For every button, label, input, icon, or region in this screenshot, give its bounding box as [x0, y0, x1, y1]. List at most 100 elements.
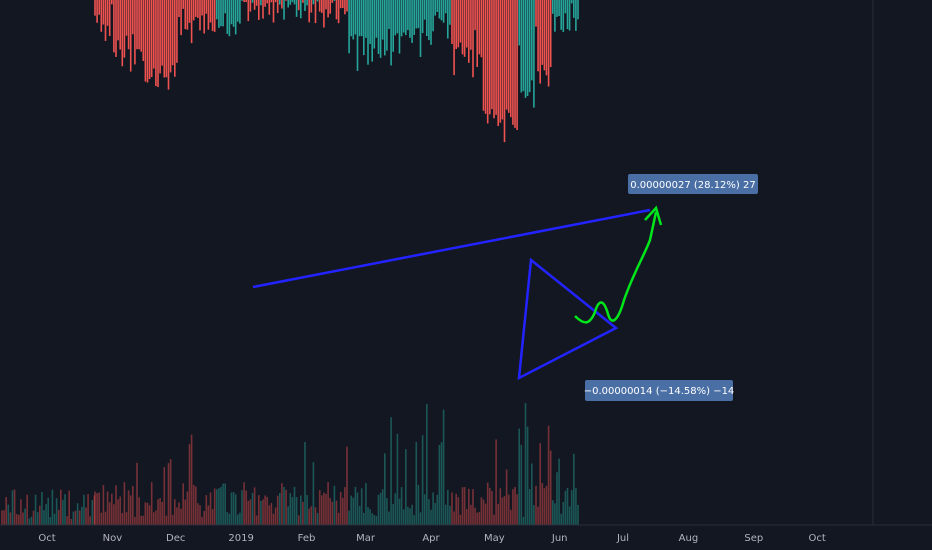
candle-body — [379, 0, 382, 58]
volume-bar — [556, 472, 558, 525]
volume-bar — [134, 516, 136, 525]
volume-bar — [518, 428, 520, 525]
candle-body — [533, 0, 535, 108]
volume-bar — [482, 499, 485, 525]
volume-bar — [489, 487, 491, 525]
candle-body — [111, 0, 113, 5]
volume-bar — [545, 485, 548, 525]
volume-bar — [30, 516, 33, 525]
candle-body — [142, 0, 145, 61]
volume-bar — [514, 486, 516, 525]
volume-bar — [564, 490, 567, 525]
candle-body — [190, 0, 193, 44]
candle-body — [155, 0, 157, 87]
candle-body — [302, 0, 304, 3]
candle-body — [192, 0, 195, 21]
candle-body — [287, 0, 289, 8]
volume-bar — [428, 499, 430, 525]
rising-trendline[interactable] — [252, 208, 651, 289]
volume-bar — [213, 488, 216, 525]
symmetrical-triangle[interactable] — [517, 257, 619, 381]
volume-bar — [13, 489, 16, 525]
volume-bar — [367, 507, 369, 525]
volume-bar — [560, 513, 562, 525]
volume-bar — [289, 493, 292, 525]
candle-body — [310, 0, 313, 13]
candle-body — [552, 0, 554, 14]
volume-bar — [388, 511, 390, 525]
candle-body — [375, 0, 378, 38]
candle-body — [371, 0, 373, 62]
volume-bar — [463, 487, 466, 525]
volume-bar — [18, 514, 20, 525]
volume-bar — [505, 469, 508, 525]
time-axis[interactable]: Oct Nov Dec 2019 Feb Mar Apr May Jun Jul Aug Sep Oct — [38, 533, 825, 544]
candle-body — [314, 0, 317, 24]
candle-body — [342, 0, 344, 8]
volume-bar — [287, 506, 289, 525]
volume-bar — [415, 441, 418, 525]
volume-bar — [132, 486, 134, 525]
candle-body — [388, 0, 390, 29]
candle-body — [209, 0, 212, 23]
candle-body — [453, 0, 455, 76]
volume-bar — [312, 462, 315, 525]
volume-bar — [306, 495, 308, 525]
volume-bar — [285, 489, 287, 525]
candle-body — [129, 0, 132, 72]
projection-path[interactable] — [574, 211, 658, 324]
volume-bar — [549, 450, 552, 525]
volume-bar — [379, 492, 382, 525]
candle-body — [514, 0, 516, 128]
volume-bar — [9, 512, 12, 525]
candle-body — [526, 0, 529, 97]
candle-body — [434, 0, 436, 16]
volume-bar — [81, 506, 83, 525]
candle-body — [165, 0, 168, 78]
candle-body — [325, 0, 327, 10]
volume-bar — [398, 498, 401, 525]
candle-body — [392, 0, 394, 52]
candle-body — [291, 0, 294, 3]
candle-body — [94, 0, 96, 16]
volume-bar — [522, 516, 525, 525]
volume-bar — [195, 486, 197, 525]
candle-body — [243, 0, 245, 3]
volume-bar — [510, 509, 512, 525]
candle-body — [419, 0, 422, 57]
volume-bar — [180, 508, 182, 525]
candle-body — [463, 0, 466, 57]
candle-body — [169, 0, 172, 73]
candle-body — [266, 0, 268, 4]
candle-body — [279, 0, 281, 5]
candle-body — [195, 0, 197, 17]
volume-bar — [182, 483, 184, 525]
volume-bar — [239, 512, 241, 525]
x-tick-label: Mar — [356, 533, 376, 544]
volume-bar — [96, 493, 98, 525]
volume-bar — [444, 504, 447, 525]
candle-body — [333, 0, 336, 1]
volume-bar — [117, 499, 119, 525]
candle-body — [386, 0, 388, 51]
candle-body — [390, 0, 392, 66]
volume-bar — [297, 515, 300, 525]
candle-body — [274, 0, 277, 3]
candle-body — [495, 0, 497, 115]
candle-body — [186, 0, 189, 30]
candle-body — [549, 0, 552, 68]
candle-body — [354, 0, 357, 35]
candle-body — [556, 0, 558, 17]
up-label-text: 0.00000027 (28.12%) 27 — [630, 180, 755, 191]
volume-bar — [562, 502, 565, 525]
candle-body — [350, 0, 352, 37]
candle-body — [318, 0, 321, 12]
volume-bar — [188, 444, 191, 525]
volume-bar — [468, 488, 470, 525]
candle-body — [140, 0, 142, 52]
volume-bar — [390, 417, 392, 525]
volume-bar — [253, 487, 256, 525]
candle-body — [297, 0, 300, 11]
candle-body — [157, 0, 159, 88]
